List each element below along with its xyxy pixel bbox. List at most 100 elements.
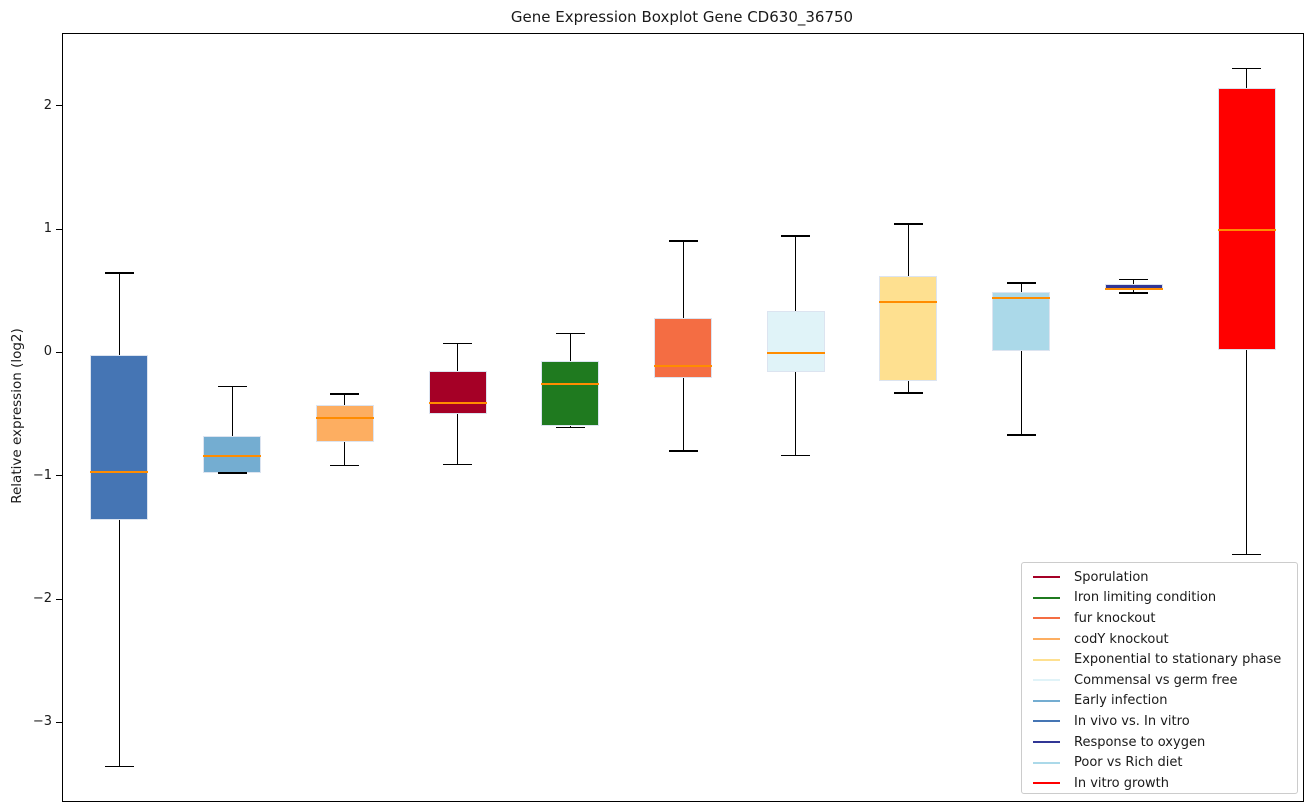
legend-label: Iron limiting condition [1074,590,1217,606]
box-rect [90,354,149,520]
whisker-cap-lower [1232,553,1262,556]
whisker-cap-upper [1119,278,1149,281]
median-line [541,383,600,386]
legend-label: Exponential to stationary phase [1074,652,1282,668]
whisker-cap-upper [555,332,585,335]
median-line [654,364,712,367]
whisker-line-upper [1020,283,1022,292]
median-line [879,300,938,303]
legend-swatch-line [1033,638,1060,641]
whisker-line-lower [118,519,120,767]
box-rect [766,311,825,372]
whisker-line-upper [344,394,346,406]
whisker-cap-lower [781,454,811,457]
y-axis: 2 1 0 −1 −2 −3 [0,0,62,812]
whisker-line-upper [795,236,797,312]
legend-label: Poor vs Rich diet [1074,755,1183,771]
legend-swatch-line [1033,699,1060,702]
whisker-line-upper [907,223,909,276]
whisker-cap-lower [104,765,134,768]
legend-item: codY knockout [1031,629,1297,650]
whisker-cap-upper [1006,282,1036,284]
legend-label: Response to oxygen [1074,734,1206,750]
legend-item: In vivo vs. In vitro [1031,711,1297,732]
y-tick-label: 1 [43,221,52,237]
whisker-cap-upper [217,385,247,388]
legend-item: Sporulation [1031,567,1297,588]
y-tick-mark [56,475,62,477]
whisker-cap-lower [443,463,473,466]
whisker-cap-upper [781,235,811,237]
median-line [1104,288,1163,291]
whisker-line-lower [795,371,797,456]
box-rect [1217,88,1276,350]
legend-label: Early infection [1074,693,1168,709]
whisker-line-upper [569,333,571,361]
whisker-cap-lower [555,426,585,429]
y-tick-mark [56,351,62,353]
whisker-cap-lower [1006,434,1036,436]
median-line [315,416,374,419]
legend-item: Early infection [1031,691,1297,712]
box-rect [654,317,712,379]
whisker-cap-lower [1119,292,1149,294]
legend-item: Commensal vs germ free [1031,670,1297,691]
median-line [203,454,262,457]
box-rect [992,291,1051,351]
whisker-cap-upper [1232,67,1262,70]
whisker-line-upper [1246,68,1248,89]
legend-swatch-line [1033,761,1060,764]
whisker-cap-upper [104,272,134,274]
legend-swatch-line [1033,720,1060,723]
whisker-line-upper [1133,279,1135,285]
whisker-cap-lower [668,450,698,452]
whisker-line-lower [344,442,346,466]
box-rect [428,370,487,414]
y-tick-label: −3 [32,714,52,730]
box-rect [315,405,374,443]
median-line [428,401,487,404]
y-tick-mark [56,721,62,723]
legend-swatch-line [1033,679,1060,682]
whisker-cap-lower [330,464,360,467]
legend-swatch-line [1033,741,1060,744]
legend-item: Response to oxygen [1031,732,1297,753]
legend-label: fur knockout [1074,610,1156,626]
whisker-line-lower [1020,350,1022,435]
median-line [1217,229,1276,232]
whisker-cap-upper [893,223,923,225]
legend-item: Iron limiting condition [1031,588,1297,609]
legend-item: Poor vs Rich diet [1031,752,1297,773]
y-tick-label: −2 [32,591,52,606]
whisker-line-lower [1133,290,1135,293]
legend-swatch-line [1033,658,1060,661]
whisker-line-lower [1246,349,1248,555]
whisker-cap-upper [668,240,698,242]
y-tick-mark [56,228,62,230]
legend-item: In vitro growth [1031,773,1297,794]
whisker-cap-lower [893,392,923,394]
legend: Sporulation Iron limiting condition fur kn… [1021,562,1298,794]
legend-swatch-line [1033,576,1060,579]
y-tick-mark [56,598,62,600]
y-tick-mark [56,105,62,107]
median-line [90,470,149,473]
whisker-line-upper [682,241,684,318]
legend-label: In vivo vs. In vitro [1074,713,1190,729]
box-rect [879,275,938,381]
median-line [992,296,1051,299]
whisker-cap-upper [330,393,360,395]
median-line [766,352,825,355]
box-rect [541,360,600,427]
legend-label: Sporulation [1074,569,1149,585]
legend-label: Commensal vs germ free [1074,672,1238,688]
whisker-line-lower [457,413,459,465]
legend-item: Exponential to stationary phase [1031,649,1297,670]
y-tick-label: −1 [32,467,52,483]
legend-swatch-line [1033,617,1060,620]
whisker-line-upper [457,343,459,371]
legend-item: fur knockout [1031,608,1297,629]
whisker-cap-upper [443,342,473,345]
legend-label: In vitro growth [1074,775,1169,791]
y-tick-label: 0 [43,344,52,360]
